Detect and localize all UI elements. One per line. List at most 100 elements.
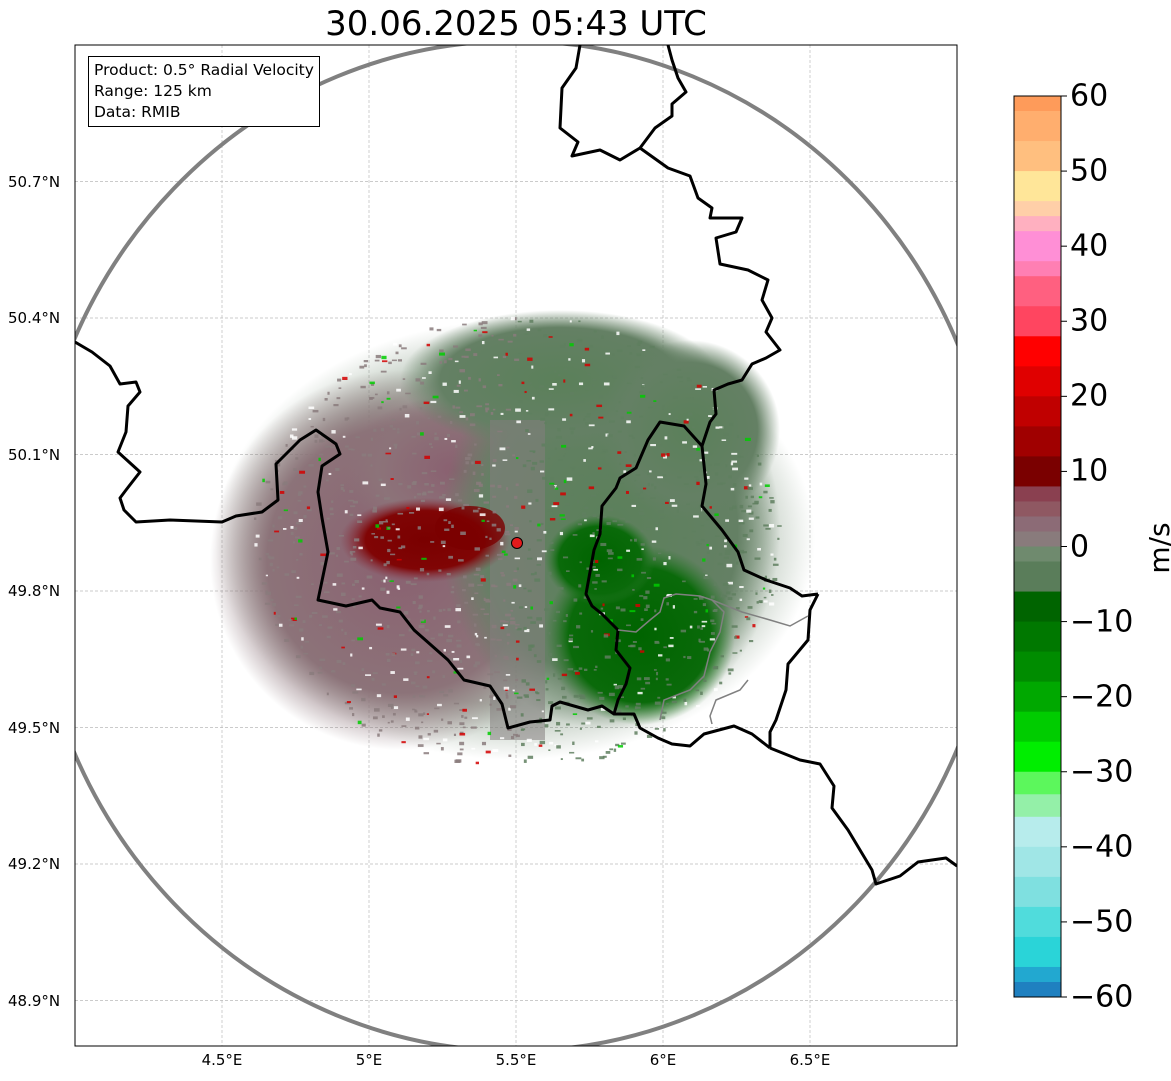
echo-pixel <box>254 543 258 547</box>
echo-pixel <box>626 624 631 627</box>
echo-pixel <box>635 702 641 706</box>
echo-pixel <box>272 602 276 607</box>
echo-pixel <box>390 671 395 674</box>
echo-pixel <box>696 384 702 388</box>
echo-pixel <box>617 556 623 559</box>
echo-pixel <box>304 641 310 643</box>
echo-pixel <box>296 558 299 561</box>
echo-pixel <box>477 507 481 510</box>
echo-pixel <box>405 580 411 584</box>
echo-pixel <box>427 490 434 494</box>
echo-pixel <box>683 655 686 659</box>
echo-pixel <box>602 515 607 518</box>
echo-pixel <box>672 696 676 699</box>
echo-pixel <box>737 455 741 459</box>
echo-pixel <box>369 397 373 400</box>
echo-pixel <box>562 522 567 525</box>
echo-pixel <box>408 628 413 632</box>
echo-pixel <box>616 331 620 336</box>
echo-pixel <box>600 607 604 610</box>
echo-pixel <box>389 447 392 450</box>
colorbar <box>1014 96 1061 998</box>
echo-pixel <box>654 521 660 525</box>
echo-pixel <box>713 608 718 611</box>
info-box: Product: 0.5° Radial Velocity Range: 125… <box>88 56 320 127</box>
echo-pixel <box>374 708 380 712</box>
echo-pixel <box>453 733 457 737</box>
echo-pixel <box>475 661 481 665</box>
echo-pixel <box>738 522 745 525</box>
velocity-echoes <box>210 310 815 769</box>
echo-pixel <box>632 641 637 643</box>
echo-pixel <box>478 322 483 326</box>
echo-pixel <box>597 464 603 467</box>
echo-pixel <box>483 685 487 689</box>
colorbar-band <box>1014 396 1061 427</box>
echo-pixel <box>527 589 532 593</box>
echo-pixel <box>417 526 421 530</box>
echo-pixel <box>595 665 598 669</box>
echo-pixel <box>638 647 642 651</box>
echo-pixel <box>478 494 484 498</box>
echo-pixel <box>465 457 471 460</box>
echo-pixel <box>472 717 478 720</box>
echo-pixel <box>543 334 548 338</box>
echo-pixel <box>696 447 700 451</box>
echo-pixel <box>649 345 655 349</box>
echo-pixel <box>750 495 754 499</box>
echo-pixel <box>380 483 386 487</box>
echo-pixel <box>518 584 522 588</box>
echo-pixel <box>457 559 464 562</box>
echo-pixel <box>712 609 718 613</box>
echo-pixel <box>639 394 646 398</box>
echo-pixel <box>399 634 405 637</box>
echo-pixel <box>557 459 564 462</box>
echo-pixel <box>487 731 492 736</box>
echo-pixel <box>492 408 496 411</box>
echo-pixel <box>619 462 622 466</box>
echo-pixel <box>451 586 455 589</box>
echo-pixel <box>527 557 533 560</box>
echo-pixel <box>528 648 532 651</box>
echo-pixel <box>485 750 491 754</box>
echo-pixel <box>594 588 597 590</box>
echo-pixel <box>658 654 663 657</box>
echo-pixel <box>427 659 433 662</box>
echo-pixel <box>374 359 380 362</box>
echo-pixel <box>521 505 526 509</box>
echo-pixel <box>618 401 621 404</box>
echo-pixel <box>370 464 373 467</box>
echo-pixel <box>590 566 596 568</box>
echo-pixel <box>346 701 351 703</box>
echo-pixel <box>378 729 383 732</box>
colorbar-ticks <box>1061 95 1067 998</box>
echo-pixel <box>405 618 411 621</box>
echo-pixel <box>428 371 432 375</box>
echo-pixel <box>358 595 362 598</box>
echo-pixel <box>455 608 462 612</box>
echo-pixel <box>430 541 435 543</box>
echo-pixel <box>563 342 566 346</box>
echo-pixel <box>692 445 698 448</box>
echo-pixel <box>708 415 712 417</box>
echo-pixel <box>643 596 648 600</box>
echo-pixel <box>436 742 441 745</box>
echo-pixel <box>385 576 388 580</box>
echo-pixel <box>584 363 591 367</box>
echo-pixel <box>557 428 561 432</box>
echo-pixel <box>274 615 281 618</box>
echo-pixel <box>418 735 423 739</box>
echo-pixel <box>724 539 727 543</box>
echo-pixel <box>661 716 666 720</box>
echo-pixel <box>665 548 669 552</box>
echo-pixel <box>722 582 729 586</box>
echo-pixel <box>438 569 442 572</box>
echo-pixel <box>336 659 342 664</box>
echo-pixel <box>649 497 656 499</box>
echo-pixel <box>647 518 653 521</box>
echo-pixel <box>637 340 643 344</box>
lon-tick-label: 5°E <box>355 1051 383 1069</box>
echo-pixel <box>472 613 479 616</box>
echo-pixel <box>505 692 508 696</box>
echo-pixel <box>526 738 532 742</box>
